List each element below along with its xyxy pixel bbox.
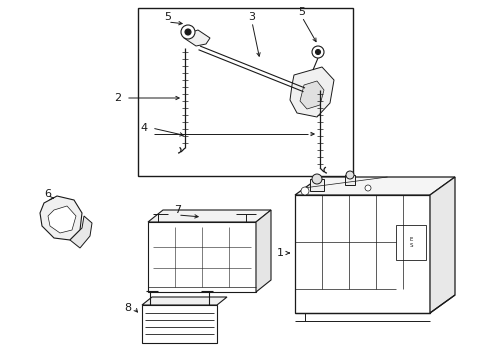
Polygon shape	[40, 196, 82, 240]
Polygon shape	[70, 216, 92, 248]
Circle shape	[184, 29, 191, 35]
Text: 1: 1	[276, 248, 283, 258]
Circle shape	[364, 185, 370, 191]
Polygon shape	[256, 210, 270, 292]
Text: 5: 5	[164, 12, 171, 22]
Text: 2: 2	[114, 93, 122, 103]
Bar	[345, 175, 354, 185]
Circle shape	[301, 187, 308, 195]
Polygon shape	[142, 305, 217, 343]
Text: 8: 8	[124, 303, 131, 313]
Polygon shape	[299, 81, 324, 109]
Circle shape	[346, 171, 353, 179]
Text: 6: 6	[44, 189, 51, 199]
Bar	[138, 8, 352, 176]
Polygon shape	[429, 177, 454, 313]
Polygon shape	[48, 206, 76, 233]
Text: 7: 7	[174, 205, 181, 215]
Circle shape	[181, 25, 195, 39]
Circle shape	[311, 174, 321, 184]
Polygon shape	[183, 30, 209, 46]
Polygon shape	[148, 210, 270, 222]
Text: 4: 4	[140, 123, 147, 133]
Polygon shape	[148, 222, 256, 292]
Text: 5: 5	[298, 7, 305, 17]
Polygon shape	[289, 67, 333, 117]
Polygon shape	[294, 195, 429, 313]
Bar	[395, 225, 425, 260]
Circle shape	[315, 50, 320, 54]
Polygon shape	[142, 297, 226, 305]
Text: E
S: E S	[408, 237, 412, 248]
Polygon shape	[294, 177, 454, 195]
Bar	[309, 179, 324, 191]
Text: 3: 3	[248, 12, 255, 22]
Circle shape	[311, 46, 324, 58]
